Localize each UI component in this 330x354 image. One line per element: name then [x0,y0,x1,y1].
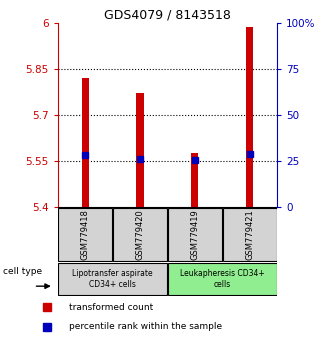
Text: GSM779421: GSM779421 [245,209,254,260]
Bar [58,263,167,295]
Text: GSM779419: GSM779419 [190,209,199,260]
Bar [223,208,277,261]
Bar [137,93,144,207]
Bar [113,208,167,261]
Bar [191,153,198,207]
Title: GDS4079 / 8143518: GDS4079 / 8143518 [104,9,231,22]
Text: cell type: cell type [3,267,42,276]
Text: GSM779420: GSM779420 [136,209,145,260]
Text: Lipotransfer aspirate
CD34+ cells: Lipotransfer aspirate CD34+ cells [72,269,153,289]
Text: transformed count: transformed count [69,303,153,312]
Bar [168,208,222,261]
Text: GSM779418: GSM779418 [81,209,90,260]
Bar [246,27,253,207]
Bar [168,263,277,295]
Text: percentile rank within the sample: percentile rank within the sample [69,322,222,331]
Bar [58,208,112,261]
Text: Leukapheresis CD34+
cells: Leukapheresis CD34+ cells [180,269,265,289]
Bar [82,78,89,207]
